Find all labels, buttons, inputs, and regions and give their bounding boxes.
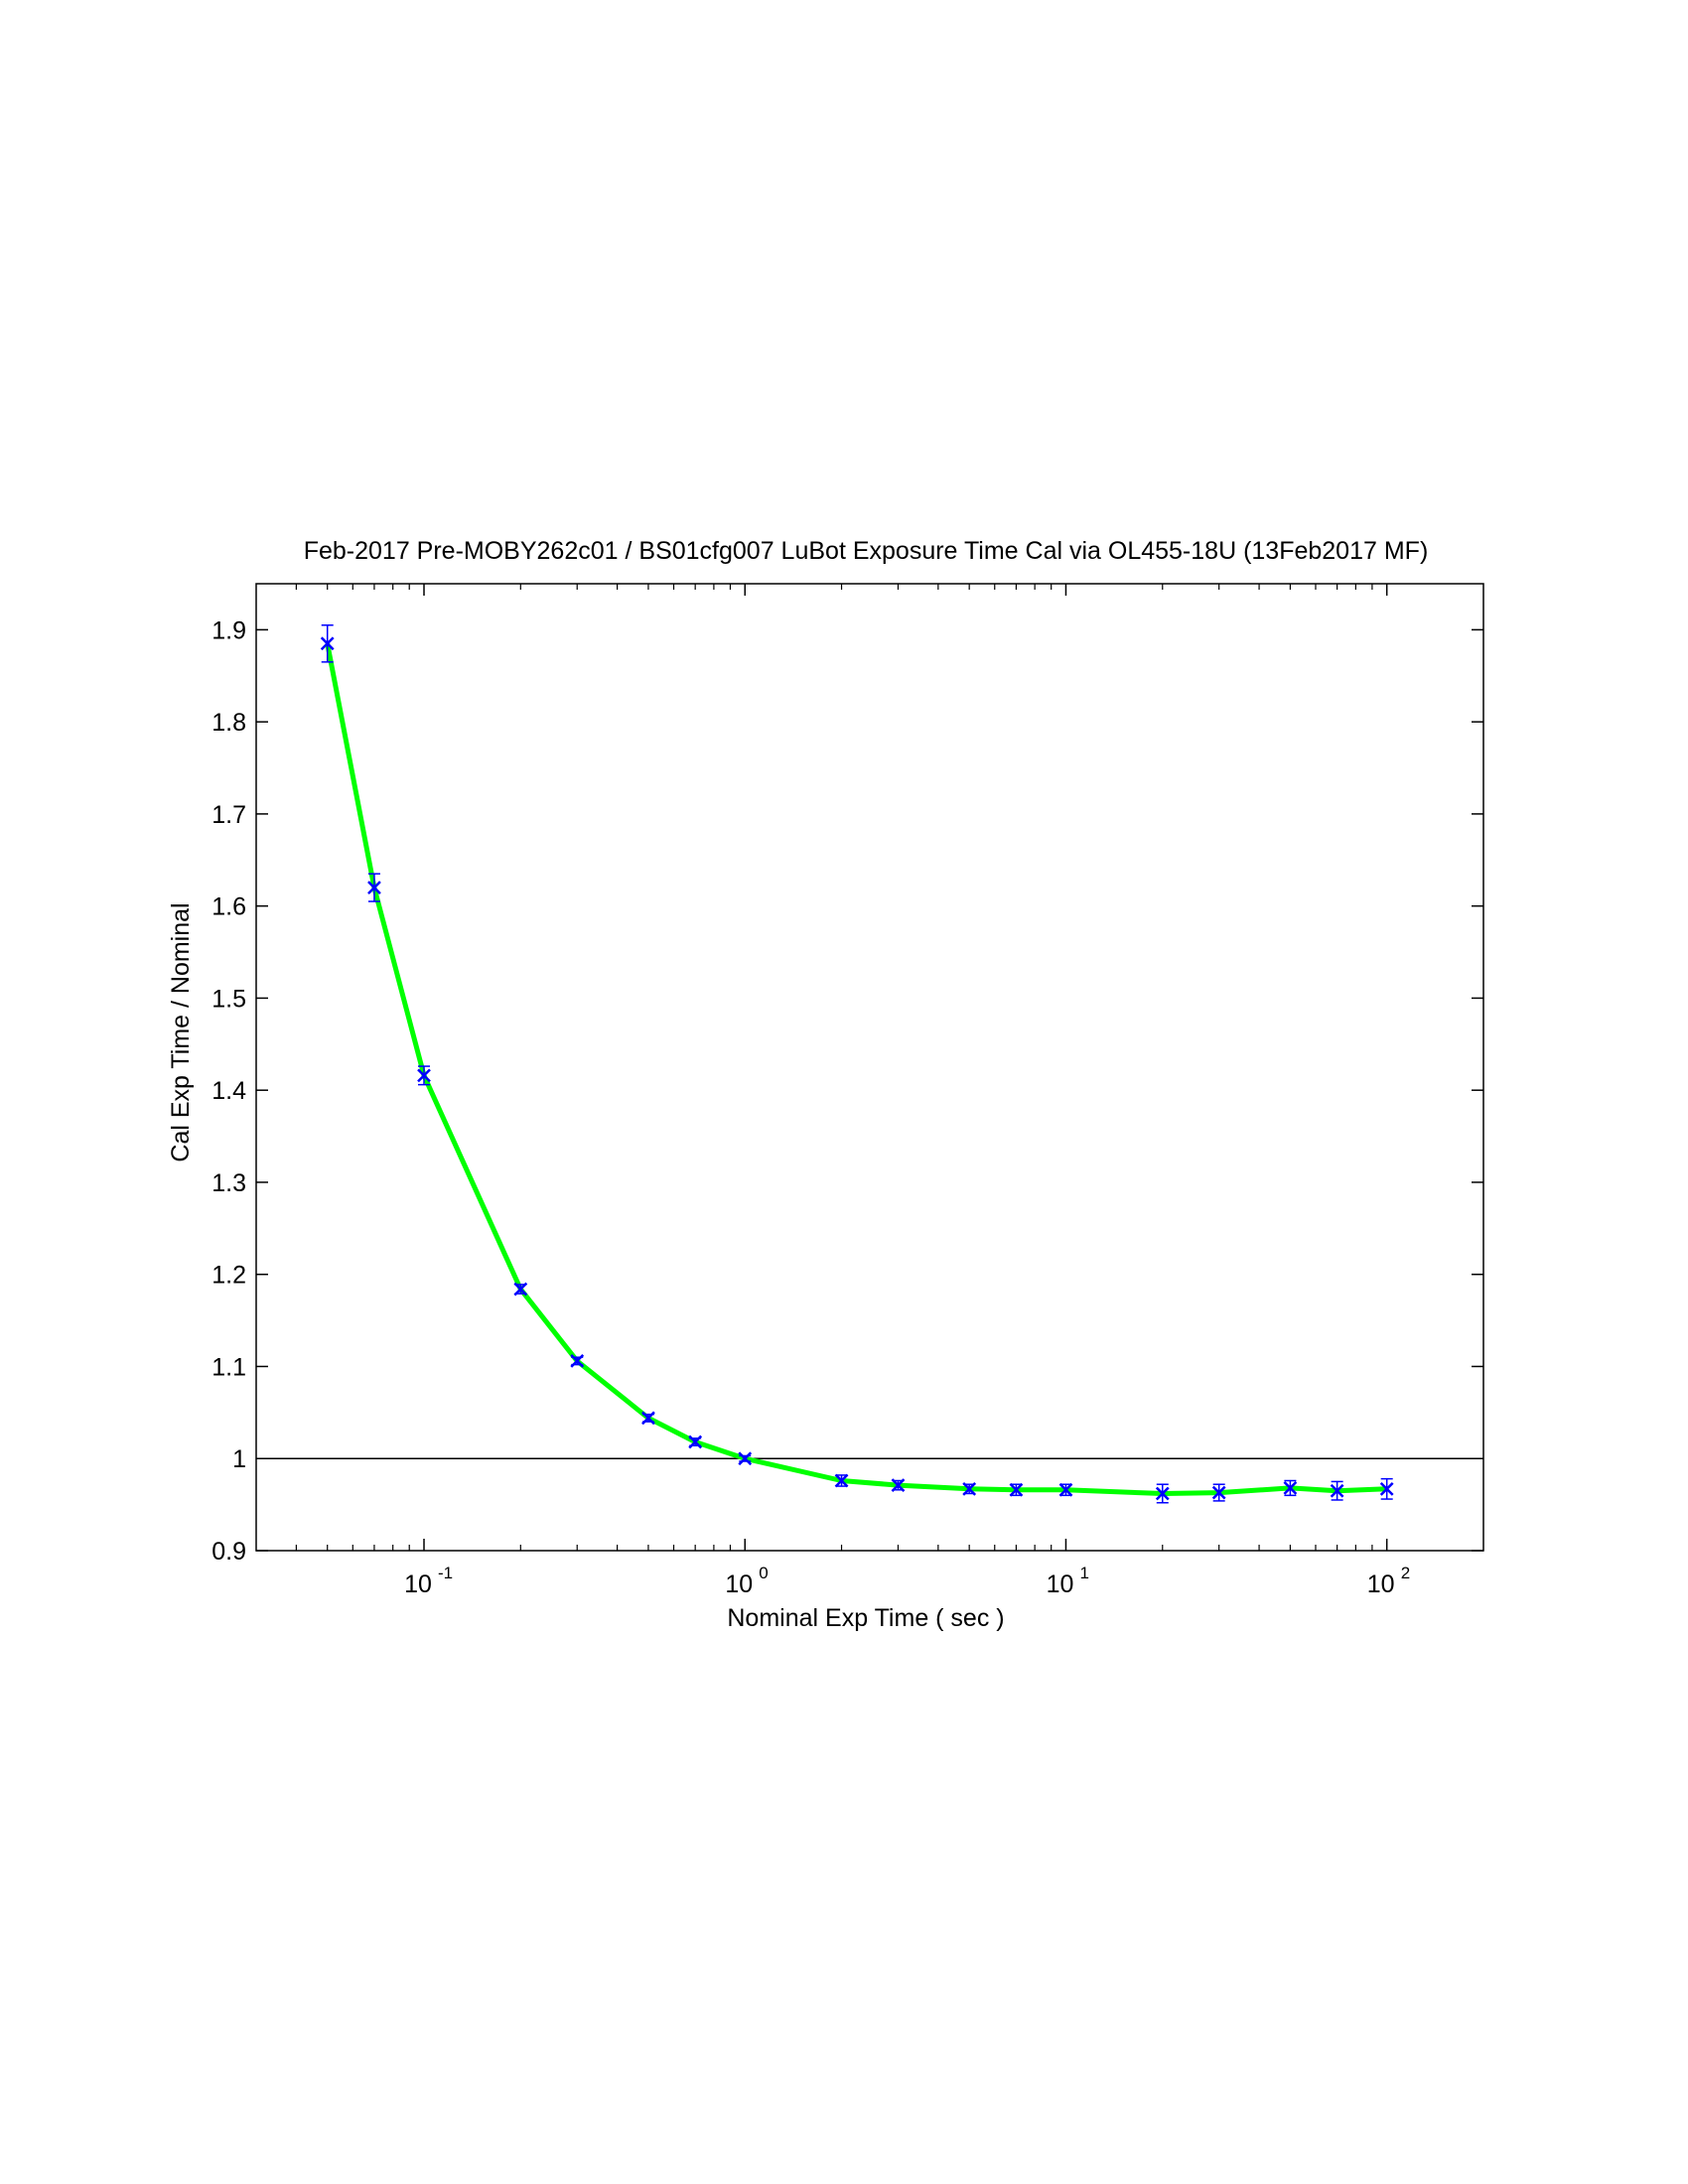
chart-title: Feb-2017 Pre-MOBY262c01 / BS01cfg007 LuB… [304,537,1429,565]
data-point-5 [641,1411,655,1426]
labels-layer: 0.9 1 1.1 1.2 1.3 1.4 1.5 1.6 1.7 1.8 1.9 10 -1 10 0 10… [211,616,1410,1598]
data-point-17 [1379,1477,1394,1500]
y-tick-label-10: 1.9 [211,616,246,644]
x-marker-b-5 [641,1411,655,1426]
x-marker-b-0 [320,636,335,651]
x-tick-label-1: 10 [725,1570,753,1598]
x-tick-label-3: 10 [1367,1570,1395,1598]
data-point-13 [1155,1483,1170,1504]
fit-layer [325,642,1387,1496]
y-tick-label-4: 1.3 [211,1169,246,1197]
x-marker-b-7 [738,1451,753,1466]
x-tick-exponent-0: -1 [438,1564,453,1582]
x-tick-exponent-3: 2 [1401,1564,1410,1582]
x-tick-exponent-1: 0 [759,1564,768,1582]
x-marker-b-14 [1211,1485,1226,1500]
data-point-4 [570,1354,585,1368]
data-point-7 [738,1451,753,1466]
x-marker-b-6 [688,1434,703,1449]
y-tick-label-2: 1.1 [211,1353,246,1381]
plot-frame [255,583,1484,1552]
x-marker-b-16 [1330,1483,1344,1498]
x-tick-label-0: 10 [404,1570,432,1598]
data-point-15 [1283,1479,1298,1497]
data-point-9 [891,1478,906,1493]
data-point-6 [688,1434,703,1449]
data-point-16 [1330,1480,1344,1501]
x-marker-b-2 [417,1068,431,1083]
y-axis-label: Cal Exp Time / Nominal [167,902,195,1161]
data-point-10 [962,1481,977,1496]
x-marker-b-13 [1155,1486,1170,1501]
x-marker-b-11 [1009,1482,1024,1497]
y-tick-label-6: 1.5 [211,985,246,1013]
x-tick-exponent-2: 1 [1079,1564,1088,1582]
data-point-0 [320,623,335,663]
x-marker-b-15 [1283,1481,1298,1495]
fit-line [325,642,1387,1496]
y-tick-label-9: 1.8 [211,709,246,737]
data-point-8 [834,1473,849,1488]
x-marker-b-1 [367,881,381,894]
x-marker-b-17 [1379,1481,1394,1496]
y-tick-label-8: 1.7 [211,801,246,829]
y-tick-label-5: 1.4 [211,1077,246,1105]
ticks-layer [256,584,1483,1552]
data-point-1 [367,873,381,902]
data-point-14 [1211,1483,1226,1502]
x-marker-b-3 [513,1282,528,1297]
x-marker-b-4 [570,1354,585,1368]
plot-frame-layer [255,583,1484,1552]
x-marker-b-10 [962,1481,977,1496]
data-point-2 [417,1065,431,1086]
data-point-3 [513,1282,528,1297]
data-point-12 [1058,1482,1073,1497]
x-tick-label-2: 10 [1047,1570,1074,1598]
points-layer [320,623,1394,1504]
y-tick-label-3: 1.2 [211,1262,246,1290]
x-marker-b-9 [891,1478,906,1493]
y-tick-label-7: 1.6 [211,893,246,921]
x-axis-label: Nominal Exp Time ( sec ) [727,1604,1004,1632]
data-point-11 [1009,1482,1024,1497]
x-marker-b-8 [834,1473,849,1488]
y-tick-label-1: 1 [232,1445,246,1473]
y-tick-label-0: 0.9 [211,1538,246,1566]
x-marker-b-12 [1058,1482,1073,1497]
